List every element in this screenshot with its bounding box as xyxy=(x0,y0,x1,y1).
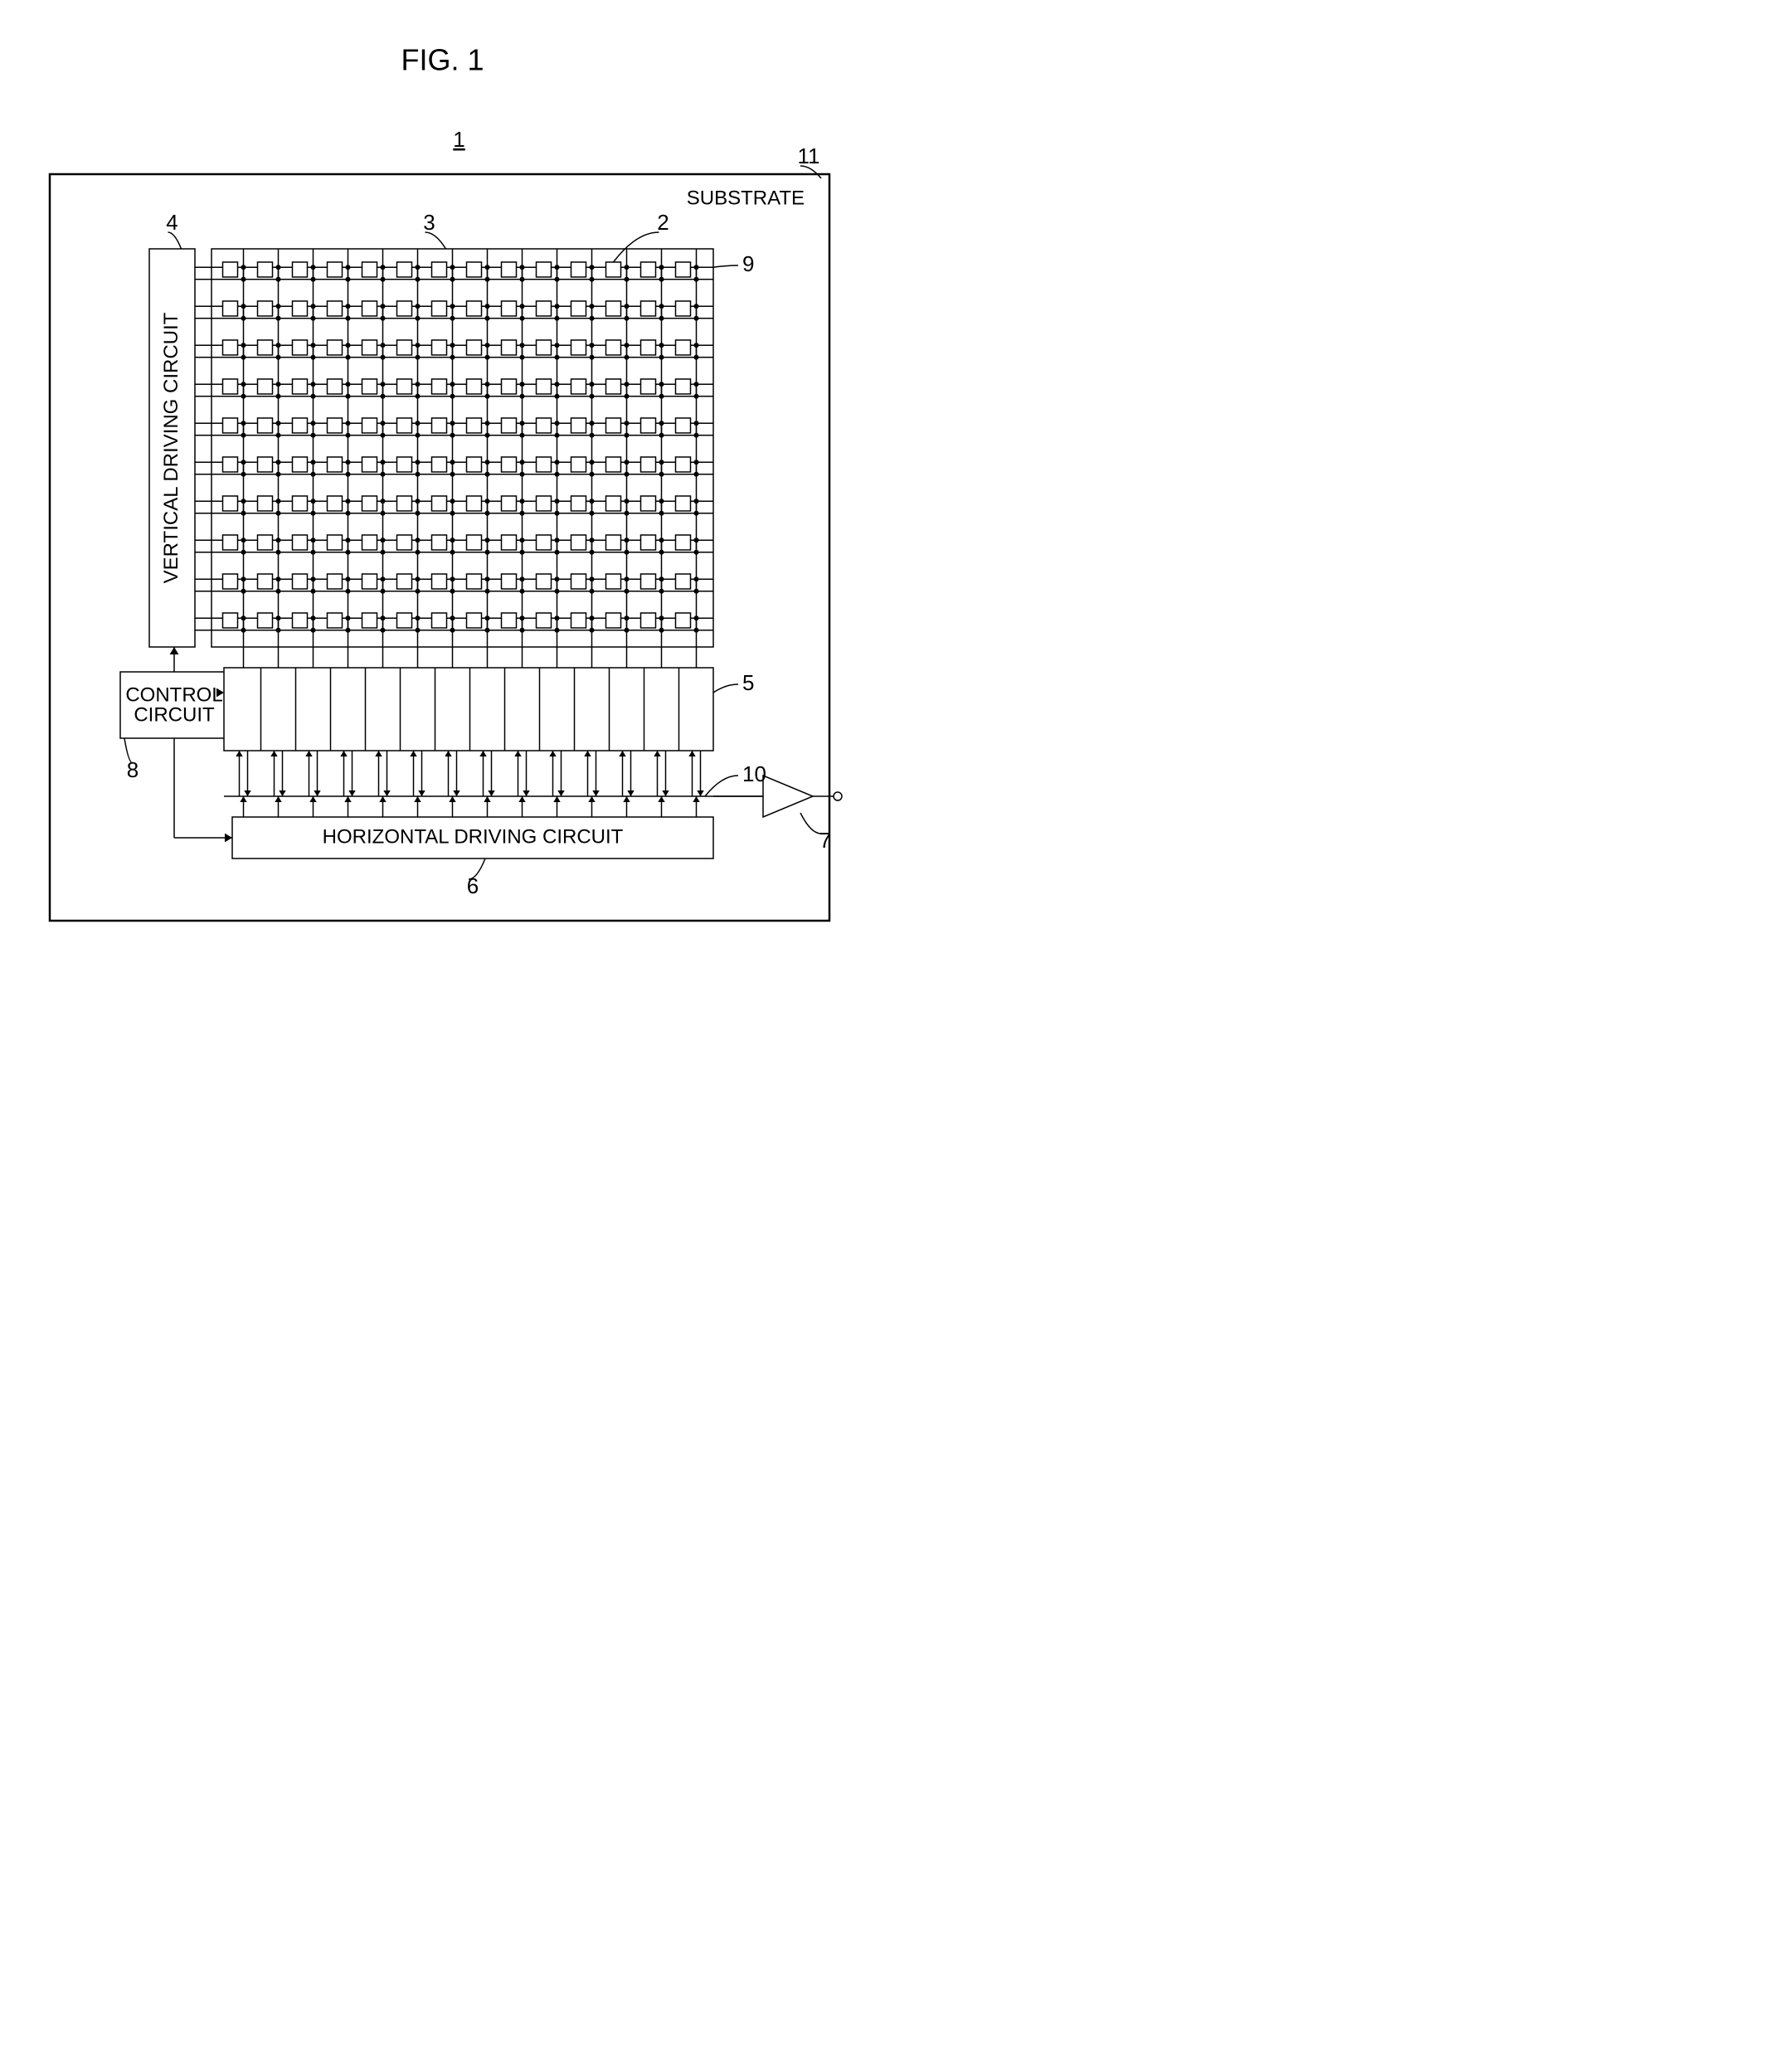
svg-text:CIRCUIT: CIRCUIT xyxy=(134,703,215,726)
figure-title: FIG. 1 xyxy=(401,43,484,77)
svg-text:4: 4 xyxy=(166,210,177,235)
device-ref-label: 1 xyxy=(453,127,464,152)
substrate-text: SUBSTRATE xyxy=(687,187,805,209)
column-block xyxy=(224,668,713,751)
svg-text:6: 6 xyxy=(467,873,479,898)
svg-text:10: 10 xyxy=(742,761,766,786)
horizontal-driving-text: HORIZONTAL DRIVING CIRCUIT xyxy=(323,825,624,848)
svg-text:9: 9 xyxy=(742,251,754,276)
svg-text:7: 7 xyxy=(819,828,831,853)
output-amplifier xyxy=(763,776,813,817)
svg-text:5: 5 xyxy=(742,670,754,695)
substrate-ref: 11 xyxy=(798,143,820,168)
svg-text:3: 3 xyxy=(423,210,435,235)
pixel-array-box xyxy=(212,249,713,647)
svg-text:8: 8 xyxy=(127,757,139,782)
vertical-driving-text: VERTICAL DRIVING CIRCUIT xyxy=(160,312,182,583)
svg-text:2: 2 xyxy=(657,210,669,235)
svg-text:CONTROL: CONTROL xyxy=(125,683,222,706)
